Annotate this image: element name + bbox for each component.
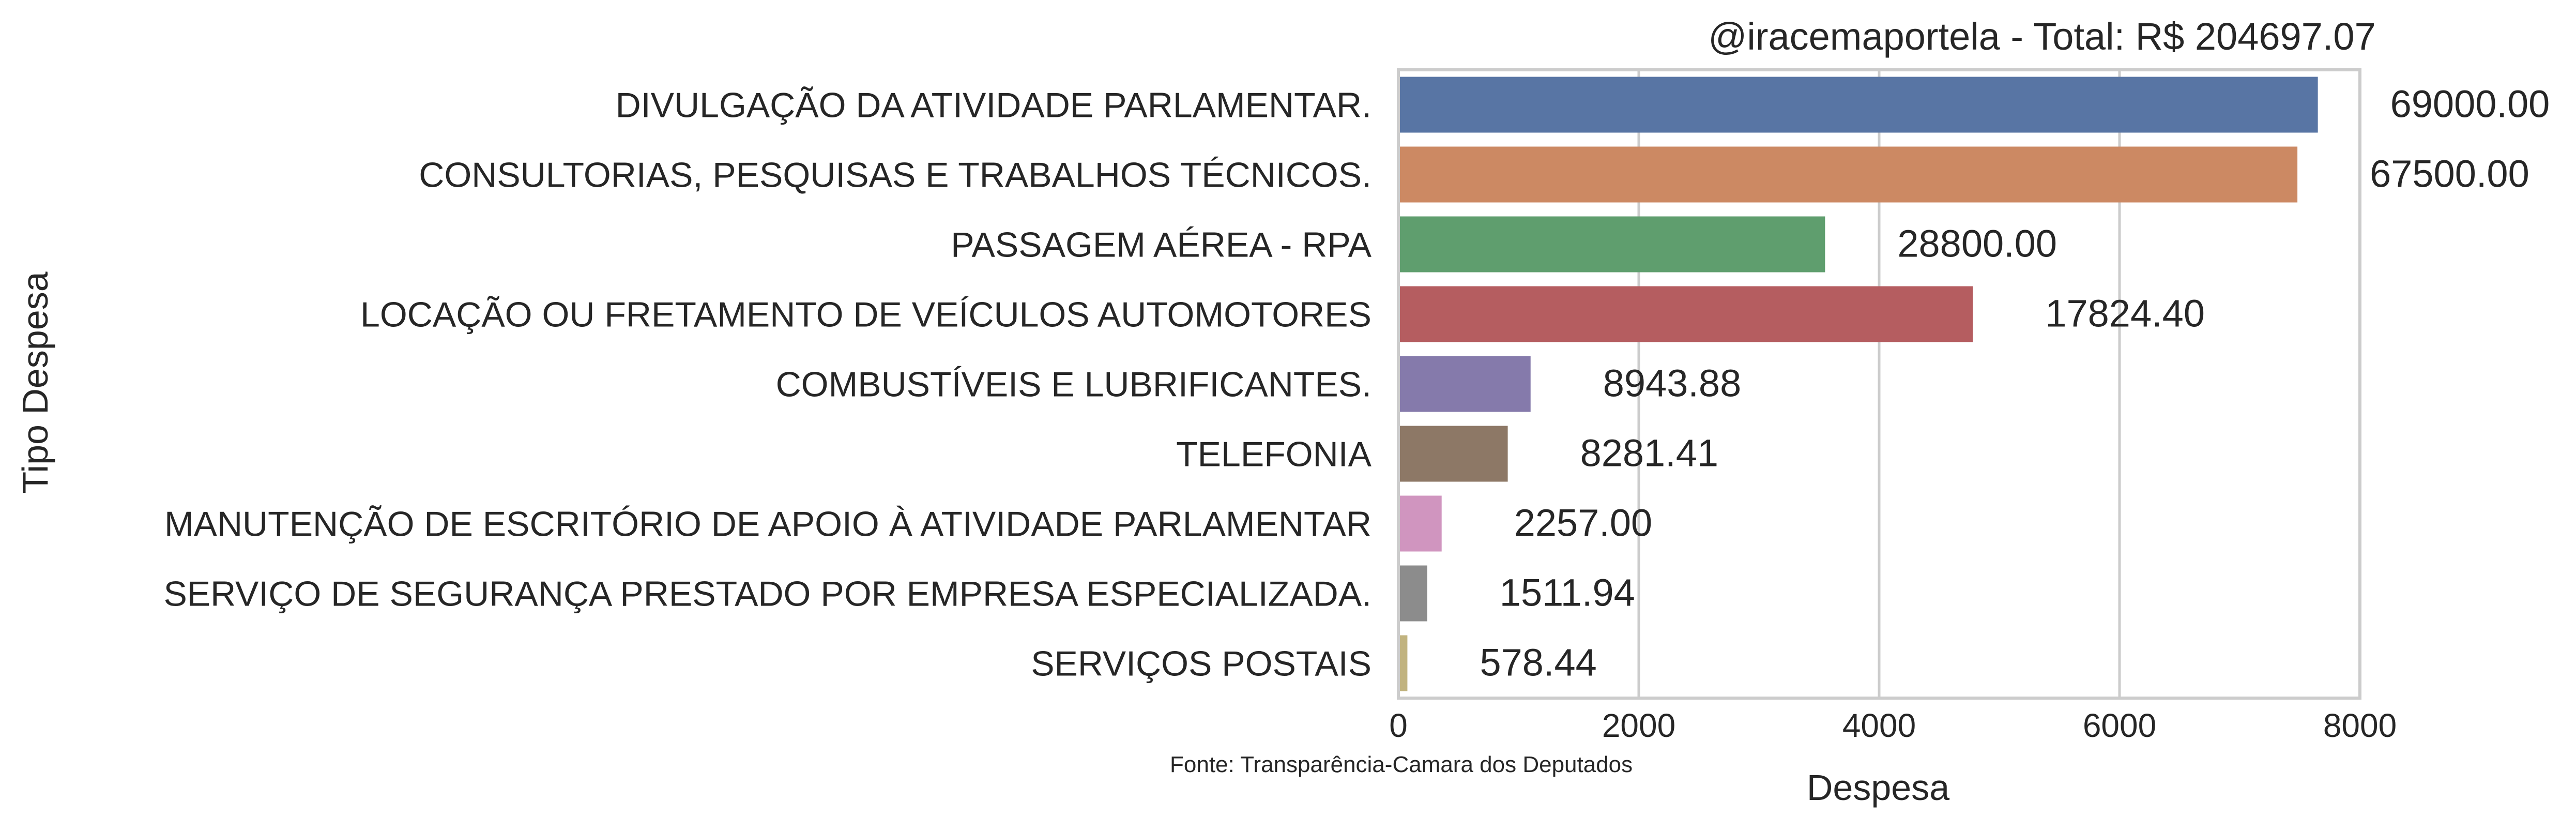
data-label-2: 28800.00 (1897, 222, 2057, 265)
data-label-6: 2257.00 (1514, 502, 1653, 545)
labels: 0 2000 4000 6000 8000 DIVULGAÇÃO DA ATIVIDADE… (163, 83, 2550, 745)
y-tick-label-5: TELEFONIA (1176, 435, 1371, 474)
y-tick-label-3: LOCAÇÃO OU FRETAMENTO DE VEÍCULOS AUTOMO… (360, 295, 1371, 335)
bar-5 (1398, 426, 1508, 482)
y-tick-label-0: DIVULGAÇÃO DA ATIVIDADE PARLAMENTAR. (616, 86, 1371, 125)
y-tick-label-8: SERVIÇOS POSTAIS (1031, 644, 1371, 684)
bar-4 (1398, 356, 1531, 412)
bars (1398, 77, 2318, 691)
bar-7 (1398, 565, 1427, 622)
bar-0 (1398, 77, 2318, 133)
source-note: Fonte: Transparência-Camara dos Deputado… (1170, 752, 1633, 777)
x-axis-label: Despesa (1807, 767, 1949, 808)
bar-8 (1398, 635, 1408, 691)
y-tick-label-6: MANUTENÇÃO DE ESCRITÓRIO DE APOIO À ATIV… (164, 505, 1371, 544)
data-label-1: 67500.00 (2370, 153, 2529, 195)
x-tick-label-0: 0 (1389, 707, 1408, 744)
bar-2 (1398, 216, 1825, 273)
x-tick-label-2: 4000 (1842, 707, 1916, 744)
bar-3 (1398, 286, 1973, 342)
x-tick-label-1: 2000 (1602, 707, 1675, 744)
chart-title: @iracemaportela - Total: R$ 204697.07 (1708, 15, 2375, 58)
bar-1 (1398, 146, 2298, 203)
data-label-4: 8943.88 (1603, 362, 1742, 405)
x-tick-label-4: 8000 (2323, 707, 2397, 744)
plot-frame (1397, 68, 2361, 700)
y-tick-label-2: PASSAGEM AÉREA - RPA (951, 225, 1371, 265)
data-label-5: 8281.41 (1580, 432, 1719, 475)
y-tick-label-7: SERVIÇO DE SEGURANÇA PRESTADO POR EMPRES… (163, 575, 1371, 614)
data-label-7: 1511.94 (1500, 571, 1635, 614)
bar-6 (1398, 495, 1442, 552)
y-tick-label-1: CONSULTORIAS, PESQUISAS E TRABALHOS TÉCN… (419, 156, 1371, 195)
y-tick-label-4: COMBUSTÍVEIS E LUBRIFICANTES. (776, 365, 1371, 404)
y-axis-label: Tipo Despesa (15, 271, 55, 493)
data-label-8: 578.44 (1480, 641, 1596, 684)
plot-border (1397, 68, 2361, 700)
x-tick-label-3: 6000 (2083, 707, 2156, 744)
data-label-0: 69000.00 (2390, 83, 2550, 126)
data-label-3: 17824.40 (2045, 292, 2205, 335)
